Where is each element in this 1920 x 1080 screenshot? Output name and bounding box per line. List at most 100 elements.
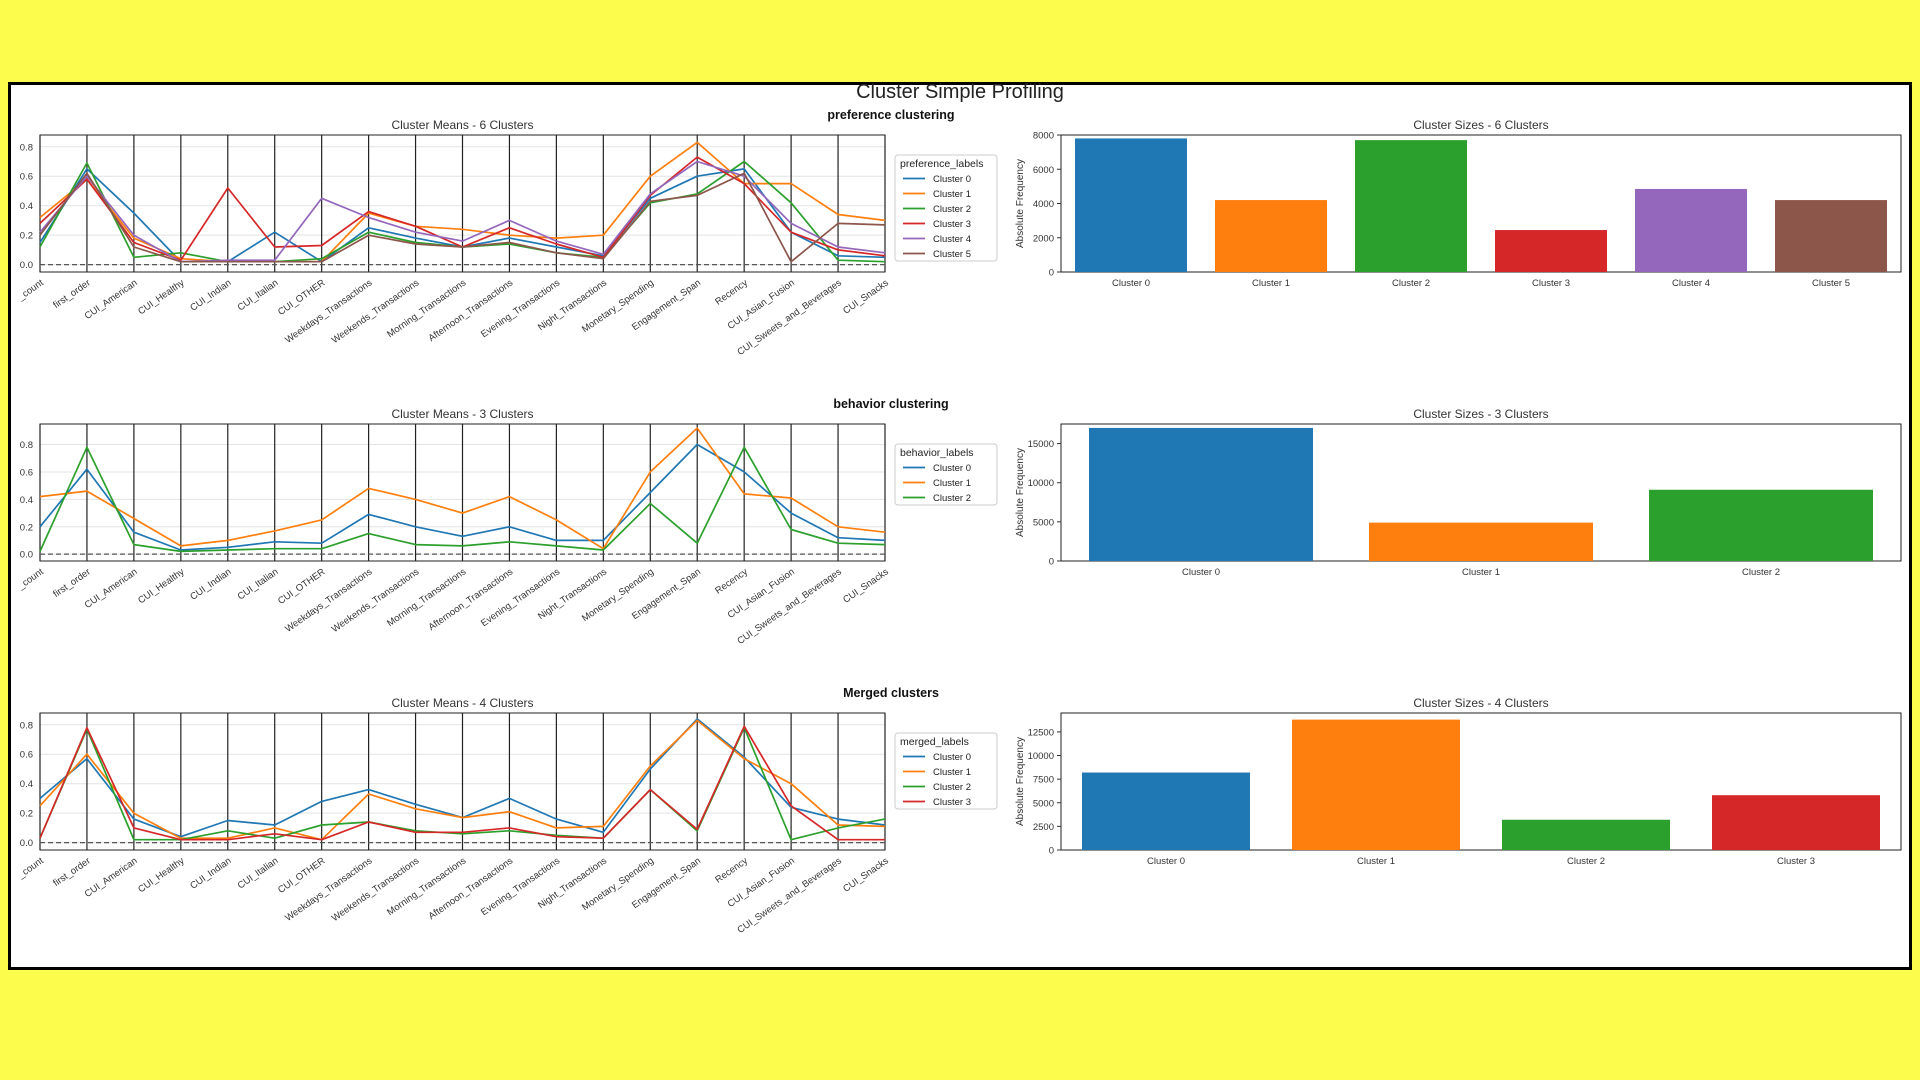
x-tick-label: Weekends_Transactions bbox=[330, 566, 422, 635]
y-tick-label: 10000 bbox=[1028, 478, 1054, 489]
legend-label: Cluster 2 bbox=[933, 204, 971, 215]
x-tick-label: Recency bbox=[713, 566, 750, 596]
x-tick-label: Cluster 0 bbox=[1147, 856, 1185, 867]
legend-label: Cluster 3 bbox=[933, 219, 971, 230]
bar bbox=[1082, 772, 1250, 850]
x-tick-label: Afternoon_Transactions bbox=[427, 277, 516, 344]
x-tick-label: Cluster 5 bbox=[1812, 278, 1850, 289]
x-tick-label: Weekdays_Transactions bbox=[283, 277, 374, 346]
means-chart-1: behavior clustering Cluster Means - 3 Clu… bbox=[15, 397, 998, 647]
x-tick-label: CUI_Snacks bbox=[841, 566, 891, 605]
x-tick-label: Morning_Transactions bbox=[385, 277, 468, 340]
y-tick-label: 0.2 bbox=[20, 522, 33, 533]
bar bbox=[1649, 489, 1873, 561]
y-tick-label: 0.8 bbox=[20, 440, 33, 451]
chart-title: Cluster Means - 3 Clusters bbox=[391, 407, 533, 421]
x-tick-label: _count bbox=[15, 566, 46, 592]
x-tick-label: Cluster 0 bbox=[1182, 567, 1220, 578]
chart-title: Cluster Sizes - 3 Clusters bbox=[1413, 407, 1548, 421]
x-tick-label: first_order bbox=[51, 277, 92, 311]
legend-label: Cluster 1 bbox=[933, 189, 971, 200]
y-tick-label: 0.4 bbox=[20, 495, 33, 506]
legend-label: Cluster 5 bbox=[933, 249, 971, 260]
x-tick-label: CUI_Healthy bbox=[136, 277, 187, 317]
x-tick-label: CUI_American bbox=[83, 855, 140, 899]
x-tick-label: Cluster 1 bbox=[1252, 278, 1290, 289]
section-label: behavior clustering bbox=[833, 397, 948, 411]
x-tick-label: Recency bbox=[713, 855, 750, 885]
chart-title: Cluster Sizes - 4 Clusters bbox=[1413, 696, 1548, 710]
y-tick-label: 8000 bbox=[1033, 131, 1054, 142]
x-tick-label: Afternoon_Transactions bbox=[427, 566, 516, 633]
legend-label: Cluster 2 bbox=[933, 493, 971, 504]
plot-frame bbox=[39, 712, 886, 851]
x-tick-label: Morning_Transactions bbox=[385, 566, 468, 629]
x-tick-label: Weekends_Transactions bbox=[330, 277, 422, 346]
y-tick-label: 10000 bbox=[1028, 751, 1054, 762]
y-tick-label: 2000 bbox=[1033, 233, 1054, 244]
bar bbox=[1292, 719, 1460, 850]
plot-frame bbox=[1060, 712, 1902, 851]
y-tick-label: 5000 bbox=[1033, 798, 1054, 809]
y-tick-label: 0.0 bbox=[20, 260, 33, 271]
x-tick-label: Cluster 3 bbox=[1777, 856, 1815, 867]
y-tick-label: 2500 bbox=[1033, 822, 1054, 833]
x-tick-label: _count bbox=[15, 277, 46, 303]
bar bbox=[1502, 819, 1670, 850]
x-tick-label: Cluster 0 bbox=[1112, 278, 1150, 289]
x-tick-label: CUI_Italian bbox=[236, 277, 281, 313]
series-line bbox=[39, 427, 886, 550]
x-tick-label: CUI_Italian bbox=[236, 855, 281, 891]
y-tick-label: 0.6 bbox=[20, 172, 33, 183]
chart-title: Cluster Sizes - 6 Clusters bbox=[1413, 118, 1548, 132]
y-tick-label: 0 bbox=[1049, 268, 1054, 279]
legend-box bbox=[894, 443, 998, 506]
y-tick-label: 0.8 bbox=[20, 142, 33, 153]
x-tick-label: Morning_Transactions bbox=[385, 855, 468, 918]
x-tick-label: Cluster 2 bbox=[1567, 856, 1605, 867]
y-tick-label: 15000 bbox=[1028, 439, 1054, 450]
x-tick-label: CUI_American bbox=[83, 277, 140, 321]
chart-title: Cluster Means - 6 Clusters bbox=[391, 118, 533, 132]
x-tick-label: Cluster 2 bbox=[1392, 278, 1430, 289]
legend-title: merged_labels bbox=[900, 736, 969, 748]
x-tick-label: Evening_Transactions bbox=[479, 277, 562, 340]
legend-label: Cluster 1 bbox=[933, 478, 971, 489]
x-tick-label: Weekdays_Transactions bbox=[283, 855, 374, 924]
y-tick-label: 0.0 bbox=[20, 550, 33, 561]
means-chart-2: Merged clusters Cluster Means - 4 Cluster… bbox=[15, 686, 998, 936]
legend-box bbox=[894, 154, 998, 262]
x-tick-label: Cluster 3 bbox=[1532, 278, 1570, 289]
figure-title: Cluster Simple Profiling bbox=[856, 81, 1064, 103]
y-tick-label: 4000 bbox=[1033, 199, 1054, 210]
y-tick-label: 0.6 bbox=[20, 750, 33, 761]
y-tick-label: 0.8 bbox=[20, 720, 33, 731]
bar bbox=[1215, 200, 1327, 272]
y-tick-label: 0.4 bbox=[20, 779, 33, 790]
sizes-chart-2: Cluster Sizes - 4 Clusters 0 2500 5000 7500 1… bbox=[1015, 696, 1902, 867]
y-tick-label: 5000 bbox=[1033, 517, 1054, 528]
section-label: preference clustering bbox=[827, 108, 954, 122]
x-tick-label: CUI_American bbox=[83, 566, 140, 610]
x-tick-label: first_order bbox=[51, 566, 92, 600]
bar bbox=[1369, 522, 1593, 561]
series-line bbox=[39, 725, 885, 841]
legend-title: preference_labels bbox=[900, 158, 983, 170]
legend-label: Cluster 4 bbox=[933, 234, 971, 245]
x-tick-label: Weekdays_Transactions bbox=[283, 566, 374, 635]
y-tick-label: 0.0 bbox=[20, 838, 33, 849]
y-axis-label: Absolute Frequency bbox=[1015, 159, 1026, 248]
plot-frame bbox=[39, 134, 886, 273]
y-tick-label: 12500 bbox=[1028, 727, 1054, 738]
x-tick-label: Cluster 1 bbox=[1357, 856, 1395, 867]
legend-label: Cluster 0 bbox=[933, 463, 971, 474]
legend-box bbox=[894, 732, 998, 810]
x-tick-label: CUI_Snacks bbox=[841, 277, 891, 316]
chart-title: Cluster Means - 4 Clusters bbox=[391, 696, 533, 710]
x-tick-label: Cluster 1 bbox=[1462, 567, 1500, 578]
bar bbox=[1635, 188, 1747, 272]
x-tick-label: CUI_Indian bbox=[188, 855, 233, 891]
bar bbox=[1089, 427, 1313, 561]
x-tick-label: Weekends_Transactions bbox=[330, 855, 422, 924]
x-tick-label: CUI_Healthy bbox=[136, 855, 187, 895]
